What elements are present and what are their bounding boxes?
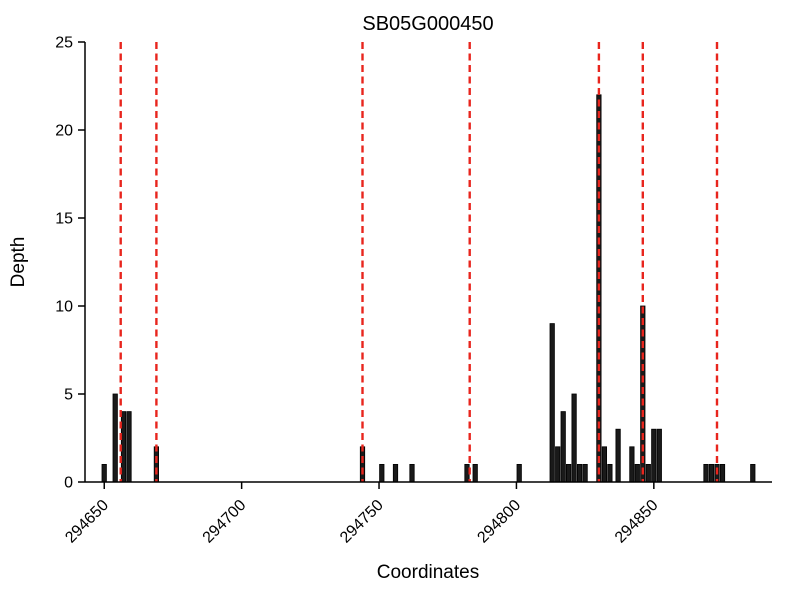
depth-bar — [516, 463, 522, 483]
y-tick-label: 20 — [55, 123, 73, 140]
depth-bar — [560, 411, 566, 483]
depth-bar — [126, 411, 132, 483]
y-tick-label: 15 — [55, 211, 73, 228]
depth-bar — [359, 446, 366, 483]
depth-bar — [112, 393, 118, 483]
depth-bar — [651, 428, 657, 483]
depth-bar — [634, 463, 640, 483]
depth-bar — [719, 463, 726, 483]
x-axis-label: Coordinates — [377, 562, 479, 583]
chart-title: SB05G000450 — [362, 13, 493, 35]
x-tick-label: 294650 — [62, 497, 112, 547]
depth-bar — [582, 463, 588, 483]
depth-bar — [708, 463, 715, 483]
depth-bar — [645, 463, 651, 483]
depth-bar — [472, 463, 478, 483]
depth-bar — [703, 463, 709, 483]
x-tick-label: 294800 — [474, 497, 524, 547]
x-tick-label: 294700 — [200, 497, 250, 547]
depth-bar — [392, 463, 399, 483]
depth-bar — [566, 463, 572, 483]
depth-bar — [555, 446, 561, 483]
depth-bar — [577, 463, 583, 483]
plot-area: 0 5 10 15 20 25 294650 294700 294750 294800 294850 — [55, 35, 772, 547]
depth-bar — [409, 463, 415, 483]
y-axis-label: Depth — [8, 237, 29, 288]
depth-bar — [629, 446, 635, 483]
y-tick-label: 0 — [64, 475, 73, 492]
depth-bar — [750, 463, 756, 483]
depth-bar — [601, 446, 608, 483]
depth-bar — [153, 446, 159, 483]
depth-bar — [656, 428, 662, 483]
depth-bar — [571, 393, 577, 483]
depth-bar — [607, 463, 613, 483]
y-tick-label: 25 — [55, 35, 73, 52]
depth-bar — [120, 411, 127, 483]
x-tick-label: 294850 — [612, 497, 662, 547]
depth-bar — [615, 428, 621, 483]
x-tick-label: 294750 — [337, 497, 387, 547]
y-tick-label: 5 — [64, 387, 73, 404]
depth-bar — [379, 463, 385, 483]
y-tick-label: 10 — [55, 299, 73, 316]
depth-bar — [549, 323, 555, 483]
depth-bar — [101, 463, 107, 483]
